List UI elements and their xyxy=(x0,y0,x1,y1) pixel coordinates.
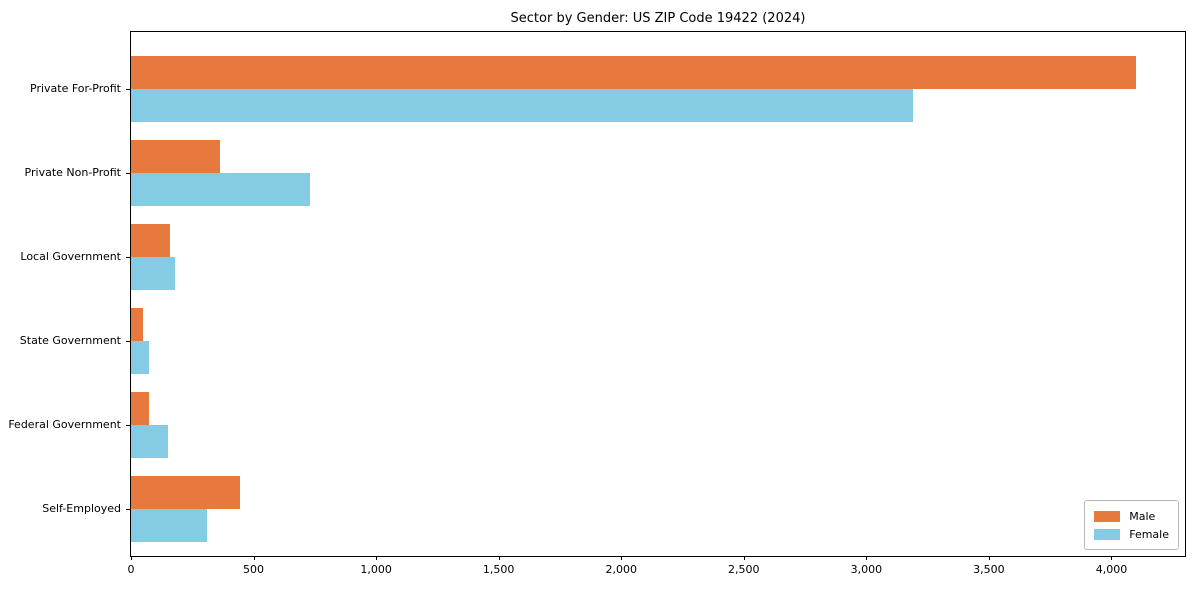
bar-female-state-government xyxy=(131,341,149,374)
legend: Male Female xyxy=(1084,500,1179,550)
chart-title: Sector by Gender: US ZIP Code 19422 (202… xyxy=(510,11,806,26)
xtick-mark xyxy=(621,556,623,560)
ytick-label-self-employed: Self-Employed xyxy=(42,502,121,515)
ytick-label-local-government: Local Government xyxy=(20,250,121,263)
ytick-mark xyxy=(126,173,130,174)
ytick-mark xyxy=(126,425,130,426)
ytick-mark xyxy=(126,257,130,258)
bar-female-local-government xyxy=(131,257,176,290)
legend-label-female: Female xyxy=(1129,527,1169,541)
plot-area: Private For-Profit Private Non-Profit Loca… xyxy=(8,31,1186,576)
bar-male-private-non-profit xyxy=(131,140,221,173)
ytick-mark xyxy=(126,509,130,510)
xtick-label-3-000: 3,000 xyxy=(850,563,883,576)
xtick-label-2-000: 2,000 xyxy=(605,563,637,576)
legend-label-male: Male xyxy=(1129,509,1156,523)
xtick-label-3-500: 3,500 xyxy=(973,563,1005,576)
xtick-mark xyxy=(743,556,745,560)
xtick-label-4-000: 4,000 xyxy=(1095,563,1128,576)
xtick-mark xyxy=(131,556,132,560)
xtick-mark xyxy=(498,556,500,560)
xtick-label-2-500: 2,500 xyxy=(728,563,760,576)
xtick-label-1-000: 1,000 xyxy=(360,563,392,576)
xtick-label-500: 500 xyxy=(243,563,265,576)
bar-male-self-employed xyxy=(131,476,241,509)
legend-entry-male: Male xyxy=(1094,507,1169,525)
ytick-label-private-for-profit: Private For-Profit xyxy=(30,82,121,95)
legend-swatch-female xyxy=(1094,528,1121,540)
bar-male-private-for-profit xyxy=(131,56,1136,89)
bar-female-private-non-profit xyxy=(131,173,310,206)
xtick-label-1-500: 1,500 xyxy=(482,563,515,576)
bar-female-self-employed xyxy=(131,509,207,542)
bar-male-state-government xyxy=(131,308,144,341)
ytick-label-federal-government: Federal Government xyxy=(8,418,121,431)
xtick-mark xyxy=(1111,556,1113,560)
ytick-label-state-government: State Government xyxy=(19,334,121,347)
xtick-label-0: 0 xyxy=(127,563,135,576)
xtick-mark xyxy=(988,556,990,560)
ytick-label-private-non-profit: Private Non-Profit xyxy=(24,166,121,179)
xtick-mark xyxy=(376,556,378,560)
legend-swatch-male xyxy=(1094,510,1121,522)
legend-entry-female: Female xyxy=(1094,525,1169,543)
bar-male-local-government xyxy=(131,224,171,257)
bar-male-federal-government xyxy=(131,392,150,425)
bar-female-private-for-profit xyxy=(131,89,913,122)
bar-female-federal-government xyxy=(131,425,168,458)
xtick-mark xyxy=(866,556,868,560)
ytick-mark xyxy=(126,341,130,342)
xtick-mark xyxy=(253,556,255,560)
ytick-mark xyxy=(126,89,130,90)
